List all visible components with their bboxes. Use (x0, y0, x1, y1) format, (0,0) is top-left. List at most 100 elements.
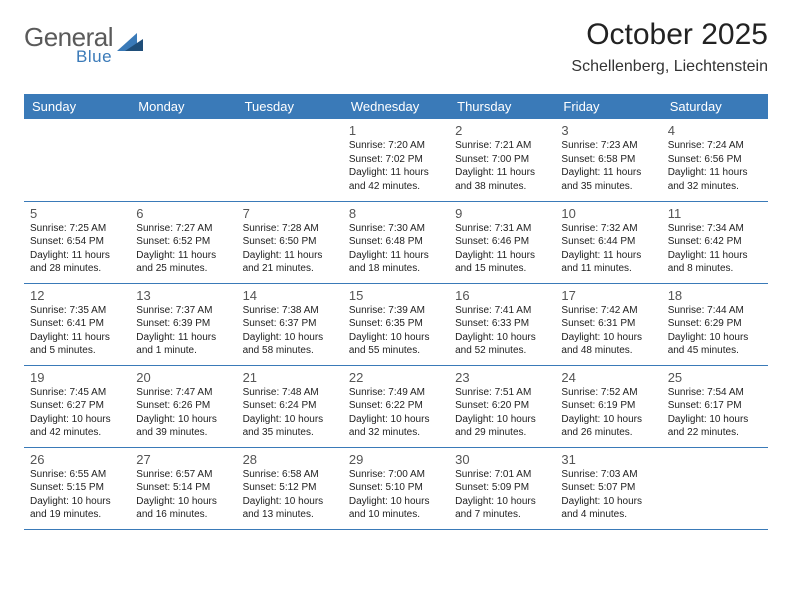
daylight-line: Daylight: 10 hours and 39 minutes. (136, 413, 230, 440)
day-number: 29 (349, 452, 443, 467)
sunset-line: Sunset: 6:41 PM (30, 317, 124, 331)
day-details: Sunrise: 7:31 AMSunset: 6:46 PMDaylight:… (455, 222, 549, 276)
day-number: 12 (30, 288, 124, 303)
daylight-line: Daylight: 11 hours and 35 minutes. (561, 166, 655, 193)
day-details: Sunrise: 7:52 AMSunset: 6:19 PMDaylight:… (561, 386, 655, 440)
sunset-line: Sunset: 6:29 PM (668, 317, 762, 331)
sunset-line: Sunset: 6:33 PM (455, 317, 549, 331)
calendar-table: Sunday Monday Tuesday Wednesday Thursday… (24, 94, 768, 530)
sunrise-line: Sunrise: 7:48 AM (243, 386, 337, 400)
location-label: Schellenberg, Liechtenstein (571, 58, 768, 76)
daylight-line: Daylight: 11 hours and 28 minutes. (30, 249, 124, 276)
logo: General Blue (24, 22, 143, 67)
calendar-cell: 16Sunrise: 7:41 AMSunset: 6:33 PMDayligh… (449, 283, 555, 365)
daylight-line: Daylight: 10 hours and 22 minutes. (668, 413, 762, 440)
day-details: Sunrise: 7:45 AMSunset: 6:27 PMDaylight:… (30, 386, 124, 440)
day-details: Sunrise: 7:30 AMSunset: 6:48 PMDaylight:… (349, 222, 443, 276)
calendar-cell: 13Sunrise: 7:37 AMSunset: 6:39 PMDayligh… (130, 283, 236, 365)
day-number: 19 (30, 370, 124, 385)
day-details: Sunrise: 7:49 AMSunset: 6:22 PMDaylight:… (349, 386, 443, 440)
weekday-sunday: Sunday (24, 94, 130, 119)
day-number: 13 (136, 288, 230, 303)
day-number: 9 (455, 206, 549, 221)
sunset-line: Sunset: 5:09 PM (455, 481, 549, 495)
sunrise-line: Sunrise: 7:51 AM (455, 386, 549, 400)
sunset-line: Sunset: 6:56 PM (668, 153, 762, 167)
header: General Blue October 2025 Schellenberg, … (24, 18, 768, 88)
sunset-line: Sunset: 6:26 PM (136, 399, 230, 413)
calendar-cell: 18Sunrise: 7:44 AMSunset: 6:29 PMDayligh… (662, 283, 768, 365)
weekday-row: Sunday Monday Tuesday Wednesday Thursday… (24, 94, 768, 119)
sunrise-line: Sunrise: 7:42 AM (561, 304, 655, 318)
sunset-line: Sunset: 6:31 PM (561, 317, 655, 331)
daylight-line: Daylight: 10 hours and 10 minutes. (349, 495, 443, 522)
daylight-line: Daylight: 10 hours and 32 minutes. (349, 413, 443, 440)
daylight-line: Daylight: 10 hours and 42 minutes. (30, 413, 124, 440)
sunrise-line: Sunrise: 7:38 AM (243, 304, 337, 318)
weekday-wednesday: Wednesday (343, 94, 449, 119)
day-details: Sunrise: 7:23 AMSunset: 6:58 PMDaylight:… (561, 139, 655, 193)
daylight-line: Daylight: 10 hours and 4 minutes. (561, 495, 655, 522)
daylight-line: Daylight: 11 hours and 11 minutes. (561, 249, 655, 276)
sunrise-line: Sunrise: 7:49 AM (349, 386, 443, 400)
calendar-week-row: 12Sunrise: 7:35 AMSunset: 6:41 PMDayligh… (24, 283, 768, 365)
sunrise-line: Sunrise: 7:01 AM (455, 468, 549, 482)
day-details: Sunrise: 7:54 AMSunset: 6:17 PMDaylight:… (668, 386, 762, 440)
daylight-line: Daylight: 10 hours and 26 minutes. (561, 413, 655, 440)
sunrise-line: Sunrise: 7:45 AM (30, 386, 124, 400)
day-number: 14 (243, 288, 337, 303)
sunset-line: Sunset: 6:20 PM (455, 399, 549, 413)
calendar-cell (130, 119, 236, 201)
calendar-cell: 17Sunrise: 7:42 AMSunset: 6:31 PMDayligh… (555, 283, 661, 365)
daylight-line: Daylight: 11 hours and 21 minutes. (243, 249, 337, 276)
calendar-cell: 26Sunrise: 6:55 AMSunset: 5:15 PMDayligh… (24, 447, 130, 529)
day-number: 7 (243, 206, 337, 221)
day-details: Sunrise: 7:41 AMSunset: 6:33 PMDaylight:… (455, 304, 549, 358)
daylight-line: Daylight: 10 hours and 19 minutes. (30, 495, 124, 522)
day-details: Sunrise: 7:00 AMSunset: 5:10 PMDaylight:… (349, 468, 443, 522)
sunrise-line: Sunrise: 7:31 AM (455, 222, 549, 236)
calendar-cell: 30Sunrise: 7:01 AMSunset: 5:09 PMDayligh… (449, 447, 555, 529)
sunrise-line: Sunrise: 7:39 AM (349, 304, 443, 318)
day-details: Sunrise: 7:28 AMSunset: 6:50 PMDaylight:… (243, 222, 337, 276)
sunrise-line: Sunrise: 7:37 AM (136, 304, 230, 318)
sunrise-line: Sunrise: 7:00 AM (349, 468, 443, 482)
sunset-line: Sunset: 6:27 PM (30, 399, 124, 413)
calendar-cell: 15Sunrise: 7:39 AMSunset: 6:35 PMDayligh… (343, 283, 449, 365)
sunrise-line: Sunrise: 7:28 AM (243, 222, 337, 236)
weekday-tuesday: Tuesday (237, 94, 343, 119)
daylight-line: Daylight: 10 hours and 35 minutes. (243, 413, 337, 440)
day-details: Sunrise: 6:57 AMSunset: 5:14 PMDaylight:… (136, 468, 230, 522)
sunrise-line: Sunrise: 7:20 AM (349, 139, 443, 153)
calendar-cell (237, 119, 343, 201)
weekday-thursday: Thursday (449, 94, 555, 119)
calendar-cell: 6Sunrise: 7:27 AMSunset: 6:52 PMDaylight… (130, 201, 236, 283)
calendar-cell: 12Sunrise: 7:35 AMSunset: 6:41 PMDayligh… (24, 283, 130, 365)
sunset-line: Sunset: 6:35 PM (349, 317, 443, 331)
sunset-line: Sunset: 6:54 PM (30, 235, 124, 249)
calendar-cell: 9Sunrise: 7:31 AMSunset: 6:46 PMDaylight… (449, 201, 555, 283)
day-number: 26 (30, 452, 124, 467)
daylight-line: Daylight: 10 hours and 13 minutes. (243, 495, 337, 522)
calendar-cell: 3Sunrise: 7:23 AMSunset: 6:58 PMDaylight… (555, 119, 661, 201)
sunrise-line: Sunrise: 7:30 AM (349, 222, 443, 236)
sunset-line: Sunset: 5:14 PM (136, 481, 230, 495)
day-number: 3 (561, 123, 655, 138)
day-number: 23 (455, 370, 549, 385)
sunset-line: Sunset: 6:52 PM (136, 235, 230, 249)
daylight-line: Daylight: 10 hours and 58 minutes. (243, 331, 337, 358)
day-number: 20 (136, 370, 230, 385)
day-number: 8 (349, 206, 443, 221)
daylight-line: Daylight: 10 hours and 48 minutes. (561, 331, 655, 358)
day-details: Sunrise: 7:37 AMSunset: 6:39 PMDaylight:… (136, 304, 230, 358)
sunrise-line: Sunrise: 7:21 AM (455, 139, 549, 153)
day-number: 31 (561, 452, 655, 467)
calendar-cell: 27Sunrise: 6:57 AMSunset: 5:14 PMDayligh… (130, 447, 236, 529)
day-details: Sunrise: 7:42 AMSunset: 6:31 PMDaylight:… (561, 304, 655, 358)
calendar-cell: 21Sunrise: 7:48 AMSunset: 6:24 PMDayligh… (237, 365, 343, 447)
day-details: Sunrise: 7:44 AMSunset: 6:29 PMDaylight:… (668, 304, 762, 358)
calendar-cell: 22Sunrise: 7:49 AMSunset: 6:22 PMDayligh… (343, 365, 449, 447)
sunrise-line: Sunrise: 7:32 AM (561, 222, 655, 236)
day-details: Sunrise: 7:20 AMSunset: 7:02 PMDaylight:… (349, 139, 443, 193)
day-details: Sunrise: 7:38 AMSunset: 6:37 PMDaylight:… (243, 304, 337, 358)
